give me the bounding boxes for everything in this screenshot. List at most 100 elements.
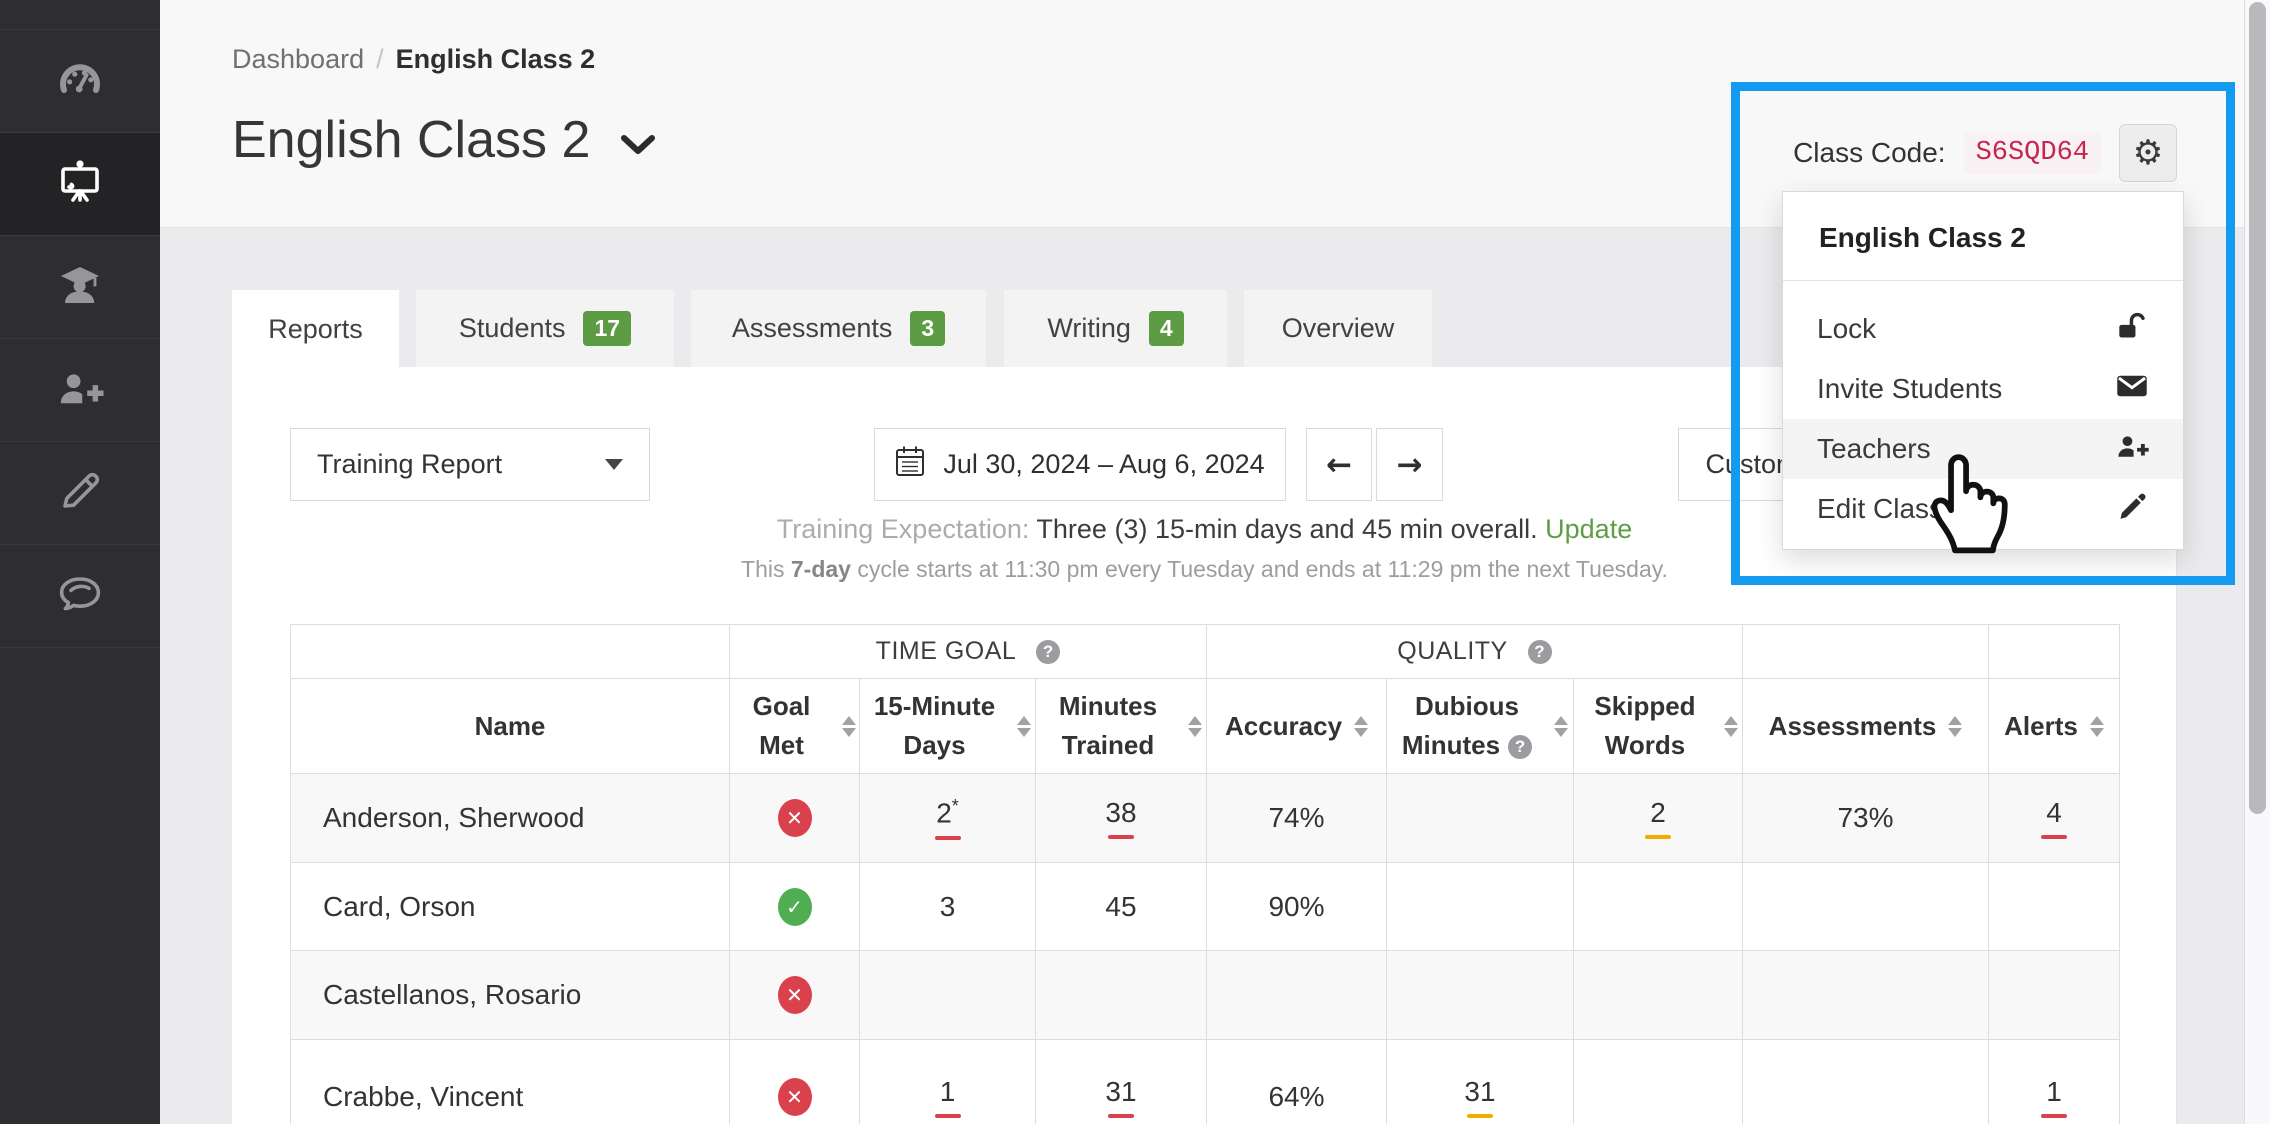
sort-icon[interactable] (2089, 715, 2104, 737)
col-assessments: Assessments (1742, 678, 1989, 774)
col-accuracy: Accuracy (1206, 678, 1387, 774)
sort-icon[interactable] (1354, 715, 1369, 737)
col-name: Name (290, 678, 730, 774)
help-icon[interactable]: ? (1508, 735, 1533, 760)
assessments-cell: 73% (1742, 773, 1989, 863)
dubious-cell (1386, 773, 1574, 863)
help-icon[interactable]: ? (1036, 639, 1061, 664)
tab-assessments[interactable]: Assessments 3 (691, 290, 986, 367)
flagged-metric[interactable]: 1 (934, 1076, 961, 1118)
flagged-metric[interactable]: 2* (934, 796, 961, 840)
student-name[interactable]: Card, Orson (290, 862, 730, 951)
calendar-icon (895, 445, 925, 484)
col-skipped-words: Skipped Words (1573, 678, 1743, 774)
minutes-cell: 31 (1035, 1039, 1207, 1124)
menu-item-teachers[interactable]: Teachers (1783, 419, 2183, 479)
col-alerts: Alerts (1988, 678, 2120, 774)
skipped-cell (1573, 950, 1743, 1040)
cycle-detail-suffix: cycle starts at 11:30 pm every Tuesday a… (850, 556, 1668, 582)
table-row: Anderson, Sherwood ✕ 2* 38 74% 2 73% 4 (290, 773, 2120, 863)
sort-icon[interactable] (1187, 715, 1202, 737)
sidebar-item-students[interactable] (0, 236, 160, 339)
cycle-detail-prefix: This (741, 556, 791, 582)
sort-icon[interactable] (1948, 715, 1963, 737)
tab-badge: 3 (910, 311, 946, 346)
flagged-metric[interactable]: 1 (2041, 1076, 2067, 1118)
scrollbar-thumb[interactable] (2249, 2, 2266, 814)
sidebar (0, 0, 160, 1124)
group-header-row: TIME GOAL? QUALITY? (290, 624, 2120, 679)
arrow-right-icon: → (1396, 446, 1423, 483)
sidebar-item-add-user[interactable] (0, 339, 160, 442)
alerts-cell (1988, 950, 2120, 1040)
tab-overview[interactable]: Overview (1244, 290, 1432, 367)
tab-students[interactable]: Students 17 (416, 290, 674, 367)
sort-icon[interactable] (1554, 715, 1569, 737)
gauge-icon (56, 55, 104, 108)
tab-reports[interactable]: Reports (232, 290, 399, 368)
pencil-icon (56, 467, 104, 520)
group-quality: QUALITY? (1206, 624, 1743, 679)
training-report-table: TIME GOAL? QUALITY? Name Goal Met 15-Min… (290, 624, 2120, 1124)
flagged-metric[interactable]: 2 (1645, 797, 1671, 839)
page-title: English Class 2 (232, 111, 591, 169)
class-title-dropdown[interactable]: English Class 2 (232, 110, 656, 170)
date-range-button[interactable]: Jul 30, 2024 – Aug 6, 2024 (874, 428, 1286, 501)
training-expectation: Training Expectation: Three (3) 15-min d… (232, 514, 2177, 545)
student-name[interactable]: Anderson, Sherwood (290, 773, 730, 863)
days-cell: 3 (859, 862, 1036, 951)
menu-item-label: Teachers (1817, 433, 1931, 464)
graduate-icon (56, 261, 104, 314)
tab-label: Students (458, 313, 566, 343)
menu-item-invite-students[interactable]: Invite Students (1783, 359, 2183, 419)
minutes-cell (1035, 950, 1207, 1040)
sidebar-item-messages[interactable] (0, 545, 160, 648)
flagged-metric[interactable]: 31 (1464, 1076, 1496, 1118)
group-empty (1988, 624, 2120, 679)
flagged-metric[interactable]: 38 (1105, 797, 1137, 839)
update-link[interactable]: Update (1545, 514, 1633, 544)
goal-not-met-icon: ✕ (777, 976, 812, 1014)
help-icon[interactable]: ? (1527, 639, 1552, 664)
menu-item-edit-class[interactable]: Edit Class (1783, 479, 2183, 539)
sidebar-item-dashboard[interactable] (0, 30, 160, 133)
goal-met-cell: ✕ (729, 1039, 860, 1124)
menu-header: English Class 2 (1783, 192, 2183, 281)
sort-icon[interactable] (841, 715, 856, 737)
accuracy-cell: 74% (1206, 773, 1387, 863)
table-row: Card, Orson ✓ 3 45 90% (290, 862, 2120, 951)
tab-label: Reports (268, 313, 363, 344)
tab-writing[interactable]: Writing 4 (1004, 290, 1227, 367)
arrow-left-icon: ← (1326, 446, 1352, 483)
breadcrumb-current: English Class 2 (395, 44, 596, 74)
dubious-cell: 31 (1386, 1039, 1574, 1124)
alerts-cell: 1 (1988, 1039, 2120, 1124)
user-plus-icon (56, 364, 104, 417)
tab-badge: 4 (1148, 311, 1184, 346)
goal-met-cell: ✓ (729, 862, 860, 951)
accuracy-cell (1206, 950, 1387, 1040)
col-dubious-minutes: Dubious Minutes? (1386, 678, 1574, 774)
student-name[interactable]: Castellanos, Rosario (290, 950, 730, 1040)
menu-item-lock[interactable]: Lock (1783, 299, 2183, 359)
flagged-metric[interactable]: 4 (2041, 797, 2067, 839)
next-week-button[interactable]: → (1376, 428, 1443, 501)
col-goal-met: Goal Met (729, 678, 860, 774)
report-type-select[interactable]: Training Report (290, 428, 650, 501)
sidebar-item-classes[interactable] (0, 133, 160, 236)
sort-icon[interactable] (1016, 715, 1031, 737)
flagged-metric[interactable]: 31 (1105, 1076, 1137, 1118)
class-settings-button[interactable]: ⚙ (2119, 124, 2177, 182)
class-code-value[interactable]: S6SQD64 (1963, 132, 2101, 174)
skipped-cell: 2 (1573, 773, 1743, 863)
breadcrumb: Dashboard / English Class 2 (232, 44, 595, 75)
student-name[interactable]: Crabbe, Vincent (290, 1039, 730, 1124)
sort-icon[interactable] (1723, 715, 1738, 737)
scrollbar-track[interactable] (2244, 0, 2270, 1124)
goal-met-cell: ✕ (729, 773, 860, 863)
menu-item-label: Edit Class (1817, 493, 1944, 524)
breadcrumb-dashboard-link[interactable]: Dashboard (232, 44, 365, 74)
prev-week-button[interactable]: ← (1306, 428, 1372, 501)
skipped-cell (1573, 862, 1743, 951)
sidebar-item-lessons[interactable] (0, 442, 160, 545)
